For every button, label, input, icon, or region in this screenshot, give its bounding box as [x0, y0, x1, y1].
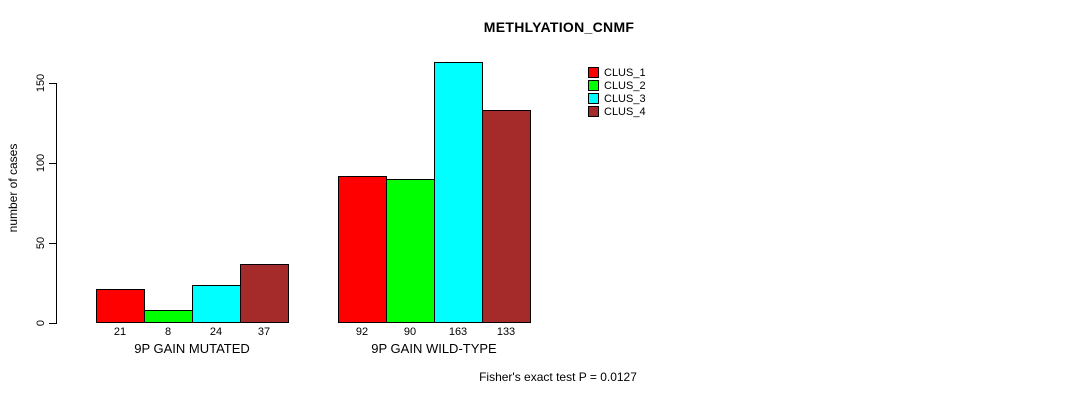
bar	[338, 176, 387, 323]
y-tick-mark	[49, 243, 57, 244]
y-tick-label: 0	[35, 319, 47, 327]
bar-value-label: 133	[496, 326, 516, 338]
legend-swatch	[588, 93, 599, 104]
bar-value-label: 90	[403, 326, 417, 338]
y-tick-mark	[49, 323, 57, 324]
bar	[482, 110, 531, 323]
legend-item-label: CLUS_1	[604, 66, 646, 79]
bar	[96, 289, 145, 323]
y-tick-mark	[49, 83, 57, 84]
category-label: 9P GAIN MUTATED	[134, 341, 250, 356]
legend-swatch	[588, 106, 599, 117]
legend-item: CLUS_3	[588, 92, 646, 105]
y-axis-line	[56, 83, 57, 324]
legend-item-label: CLUS_2	[604, 79, 646, 92]
chart-title: METHLYATION_CNMF	[483, 19, 635, 35]
bar-value-label: 24	[209, 326, 223, 338]
legend-item-label: CLUS_3	[604, 92, 646, 105]
bar	[144, 310, 193, 323]
category-label: 9P GAIN WILD-TYPE	[371, 341, 497, 356]
bar	[386, 179, 435, 323]
bar	[434, 62, 483, 323]
legend: CLUS_1 CLUS_2 CLUS_3 CLUS_4	[588, 66, 646, 118]
legend-item: CLUS_1	[588, 66, 646, 79]
y-tick-mark	[49, 163, 57, 164]
legend-item: CLUS_4	[588, 105, 646, 118]
y-tick-label: 50	[35, 236, 47, 250]
legend-item: CLUS_2	[588, 79, 646, 92]
y-tick-label: 150	[35, 73, 47, 93]
bar-value-label: 37	[257, 326, 271, 338]
legend-swatch	[588, 80, 599, 91]
bar-value-label: 92	[355, 326, 369, 338]
y-tick-label: 100	[35, 153, 47, 173]
legend-swatch	[588, 67, 599, 78]
bar-value-label: 21	[113, 326, 127, 338]
bar-value-label: 8	[164, 326, 172, 338]
bar	[240, 264, 289, 323]
bar-value-label: 163	[448, 326, 468, 338]
bar	[192, 285, 241, 323]
y-axis-label: number of cases	[6, 143, 20, 233]
legend-item-label: CLUS_4	[604, 105, 646, 118]
stat-annotation: Fisher's exact test P = 0.0127	[479, 370, 637, 384]
